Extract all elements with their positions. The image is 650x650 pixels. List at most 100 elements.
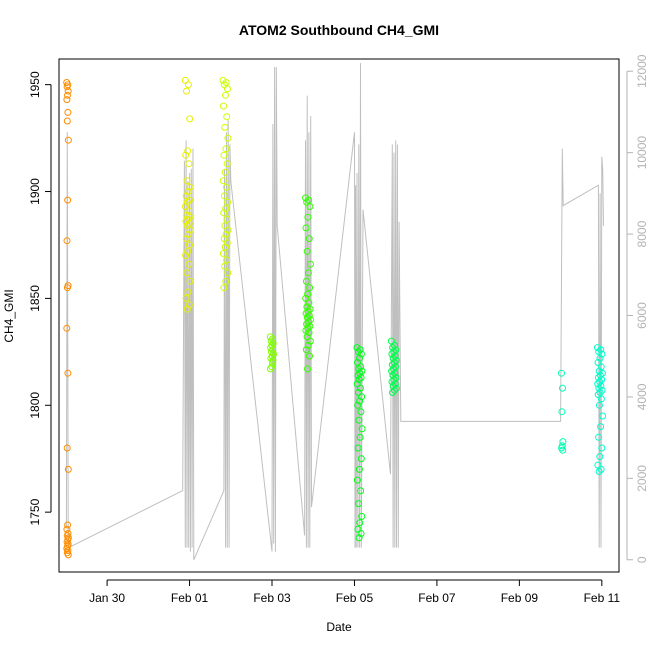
data-point-flight-9: [597, 382, 605, 390]
data-point-flight-5: [304, 365, 311, 373]
x-axis-label: Date: [326, 620, 352, 634]
data-point-flight-9: [597, 395, 605, 403]
data-point-flight-6: [354, 444, 362, 452]
data-point-flight-2: [185, 160, 193, 168]
data-point-flight-3: [222, 91, 229, 99]
data-point-flight-8: [558, 408, 566, 416]
data-point-flight-2: [183, 269, 191, 277]
data-point-flight-7: [389, 389, 396, 396]
data-point-flight-3: [219, 250, 227, 257]
data-point-flight-3: [221, 123, 229, 131]
data-point-flight-7: [392, 384, 400, 392]
data-point-flight-9: [596, 453, 604, 461]
data-point-flight-1: [64, 196, 72, 204]
data-point-flight-3: [220, 192, 228, 200]
data-point-flight-3: [220, 151, 228, 159]
data-point-flight-3: [222, 205, 230, 213]
data-point-flight-9: [598, 386, 606, 394]
data-point-flight-5: [302, 346, 310, 354]
data-point-flight-1: [63, 237, 71, 245]
data-point-flight-6: [357, 374, 365, 381]
data-point-flight-2: [186, 241, 193, 249]
x-tick-label: Feb 11: [584, 591, 621, 605]
data-point-flight-5: [305, 329, 313, 337]
data-point-flight-9: [595, 401, 603, 409]
data-point-flight-1: [63, 96, 71, 104]
data-point-flight-9: [596, 354, 604, 362]
data-point-flight-3: [222, 277, 230, 285]
data-point-flight-3: [221, 262, 229, 270]
data-point-flight-4: [267, 354, 275, 362]
data-point-flight-2: [182, 235, 190, 243]
data-point-flight-6: [356, 433, 364, 441]
x-tick-label: Feb 09: [501, 591, 539, 605]
data-point-flight-3: [223, 113, 231, 121]
data-point-flight-2: [185, 220, 193, 228]
y-axis-label: CH4_GMI: [2, 289, 16, 342]
data-point-flight-9: [597, 363, 605, 371]
data-point-flight-5: [304, 324, 312, 332]
data-point-flight-6: [355, 534, 363, 542]
plot-frame: [58, 58, 620, 573]
data-point-flight-3: [223, 239, 231, 247]
data-point-flight-3: [219, 177, 227, 185]
data-point-flight-2: [185, 260, 193, 268]
data-point-flight-3: [224, 269, 232, 277]
data-point-flight-9: [595, 468, 603, 475]
data-point-flight-9: [596, 389, 604, 396]
data-point-flight-3: [222, 183, 230, 191]
y-right-tick-label: 0: [635, 556, 649, 563]
y-right-tick-label: 12000: [635, 54, 649, 88]
data-point-flight-6: [357, 408, 365, 416]
data-point-flight-2: [186, 226, 194, 234]
data-point-flight-5: [306, 352, 313, 360]
data-point-flight-2: [182, 252, 190, 260]
data-point-flight-5: [304, 213, 312, 221]
y-left-tick-label: 1950: [28, 71, 42, 98]
x-tick-label: Feb 05: [336, 591, 374, 605]
data-point-flight-1: [64, 108, 72, 116]
data-point-flight-2: [185, 207, 193, 215]
data-point-flight-3: [223, 256, 231, 264]
data-point-flight-1: [64, 465, 72, 473]
data-point-flight-3: [221, 168, 229, 176]
data-point-flight-7: [391, 386, 398, 394]
data-point-flight-3: [224, 198, 232, 206]
data-point-flight-2: [185, 301, 193, 309]
data-point-flight-2: [184, 147, 192, 155]
data-point-flight-2: [182, 294, 190, 302]
data-point-flight-6: [356, 354, 363, 362]
y-right-tick-label: 6000: [635, 302, 649, 329]
data-point-flight-6: [356, 346, 364, 354]
data-point-flight-5: [304, 290, 312, 298]
x-tick-label: Feb 03: [253, 591, 291, 605]
data-point-flight-4: [266, 333, 274, 341]
data-point-flight-5: [306, 284, 314, 292]
data-point-flight-5: [305, 299, 313, 307]
data-point-flight-2: [184, 81, 192, 89]
data-point-flight-1: [63, 444, 71, 452]
data-point-flight-3: [221, 243, 229, 251]
data-point-flight-6: [358, 425, 366, 433]
data-point-flight-9: [598, 444, 606, 452]
data-point-flight-3: [223, 215, 231, 223]
data-point-flight-1: [64, 369, 72, 377]
data-point-flight-2: [184, 188, 192, 195]
y-left-tick-label: 1750: [28, 498, 42, 525]
data-point-flight-4: [269, 359, 276, 366]
y-right-tick-label: 8000: [635, 220, 649, 247]
data-point-flight-2: [186, 115, 194, 123]
data-point-flight-6: [358, 393, 366, 401]
data-point-flight-3: [224, 85, 231, 93]
data-point-flight-5: [303, 247, 311, 255]
data-point-flight-2: [184, 288, 192, 296]
data-point-flight-2: [182, 151, 190, 159]
data-point-flight-6: [357, 455, 365, 463]
data-point-flight-1: [63, 117, 71, 125]
data-point-flight-5: [302, 224, 310, 232]
data-point-flight-3: [224, 134, 232, 142]
y-right-tick-label: 2000: [635, 465, 649, 492]
data-point-flight-2: [183, 177, 191, 185]
axes-layer: Jan 30 Feb 01 Feb 03 Feb 05 Feb 07 Feb 09 Feb …: [28, 54, 649, 605]
